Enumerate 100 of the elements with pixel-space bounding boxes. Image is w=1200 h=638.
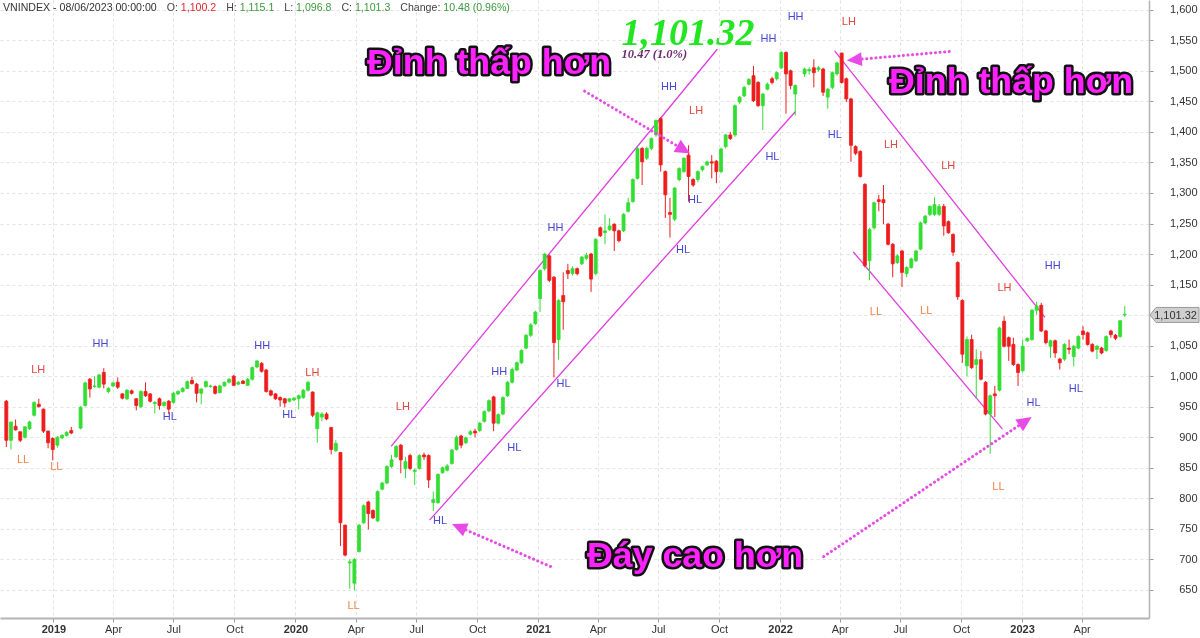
x-tick-label: 2019: [41, 622, 67, 635]
x-tick-label: 2023: [1010, 622, 1035, 635]
x-tick-label: Oct: [952, 622, 971, 635]
annotation: HL: [688, 193, 703, 206]
annotation: LH: [395, 400, 410, 413]
x-tick-label: 2021: [526, 622, 551, 635]
y-tick-label: 1,550: [1169, 33, 1198, 46]
annotation: HL: [1068, 382, 1083, 395]
candlestick: [932, 196, 937, 217]
annotation: HL: [827, 127, 842, 140]
candlestick: [974, 348, 979, 400]
annotation: HH: [1044, 259, 1061, 272]
annotation: HL: [765, 150, 780, 163]
candlestick: [1067, 339, 1071, 355]
annotation: LH: [305, 366, 320, 379]
x-tick-label: Apr: [105, 622, 123, 635]
candlestick: [760, 92, 765, 131]
annotation: H: 1,115.1: [226, 1, 275, 13]
x-tick-label: Jul: [409, 622, 424, 635]
y-tick-label: 750: [1179, 522, 1198, 535]
y-tick-label: 900: [1179, 430, 1198, 443]
annotation: HL: [556, 377, 571, 390]
candlestick: [793, 83, 798, 116]
x-tick-label: Apr: [1073, 622, 1092, 635]
candlestick: [979, 350, 983, 381]
candlestick: [640, 146, 645, 186]
annotation: HH: [92, 336, 109, 349]
candlestick: [811, 58, 816, 88]
y-tick-label: 700: [1179, 552, 1198, 565]
y-tick-label: 1,250: [1169, 217, 1198, 230]
annotation: LH: [883, 137, 899, 150]
candlestick: [352, 557, 357, 592]
candlestick: [87, 377, 92, 399]
candlestick: [821, 67, 826, 97]
annotation: Đỉnh thấp hơn: [367, 42, 611, 82]
annotation: LL: [16, 452, 30, 465]
candlestick: [403, 456, 408, 479]
y-tick-label: 1,050: [1169, 339, 1198, 352]
annotation: L: 1,096.8: [284, 1, 332, 13]
annotation: HL: [282, 407, 297, 420]
x-tick-label: 2020: [283, 622, 309, 635]
annotation: LL: [347, 599, 360, 612]
annotation: HH: [760, 31, 777, 44]
x-tick-label: Jul: [893, 622, 908, 635]
annotation: HL: [507, 440, 522, 453]
annotation: HL: [162, 409, 177, 422]
annotation: HH: [547, 220, 564, 233]
annotation: LH: [941, 159, 956, 172]
candlestick: [612, 223, 617, 252]
candlestick: [83, 381, 88, 408]
x-tick-label: Jul: [651, 622, 666, 635]
candlestick: [101, 367, 106, 389]
annotation: LH: [841, 14, 856, 27]
candlestick: [412, 467, 417, 486]
annotation: HH: [491, 365, 508, 378]
x-tick-label: Oct: [468, 622, 487, 635]
y-tick-label: 1,400: [1169, 125, 1198, 138]
annotation: LL: [920, 303, 933, 316]
candlestick: [686, 144, 691, 203]
x-tick-label: Oct: [226, 622, 244, 635]
y-tick-label: 950: [1179, 400, 1198, 413]
candlestick: [825, 87, 830, 110]
annotation: Đáy cao hơn: [587, 535, 803, 575]
candlestick: [951, 232, 955, 257]
y-tick-label: 650: [1179, 583, 1198, 596]
x-tick-label: Apr: [347, 622, 366, 635]
y-tick-label: 1,500: [1169, 64, 1198, 77]
text: 1,101.32: [1154, 308, 1197, 321]
x-tick-label: Oct: [710, 622, 729, 635]
y-tick-label: 1,350: [1169, 155, 1198, 168]
candlestick: [719, 147, 723, 174]
annotation: LH: [689, 103, 704, 116]
annotation: O: 1,100.2: [166, 1, 217, 13]
y-tick-label: 1,600: [1169, 3, 1198, 16]
annotation: HL: [676, 242, 691, 255]
annotation: C: 1,101.3: [341, 1, 391, 13]
candlestick: [630, 177, 635, 204]
annotation: Đỉnh thấp hơn: [889, 61, 1133, 101]
candlestick: [663, 169, 668, 219]
candlestick: [988, 393, 993, 455]
annotation: LL: [992, 480, 1005, 493]
candlestick: [561, 271, 566, 331]
annotation: HH: [661, 80, 677, 93]
annotation: HH: [787, 9, 804, 22]
chart-title: VNINDEX - 08/06/2023 00:00:00: [3, 1, 157, 13]
annotation: Change: 10.48 (0.96%): [400, 1, 510, 13]
annotation: HL: [432, 513, 447, 526]
y-tick-label: 1,450: [1169, 94, 1198, 107]
y-tick-label: 1,000: [1169, 369, 1198, 382]
x-tick-label: Jul: [166, 622, 181, 635]
candlestick: [900, 249, 904, 288]
annotation: LH: [997, 281, 1012, 294]
candlestick: [9, 421, 13, 450]
y-tick-label: 1,300: [1169, 186, 1198, 199]
x-tick-label: Apr: [589, 622, 608, 635]
candlestick: [310, 390, 315, 418]
annotation: LH: [31, 363, 46, 376]
candlestick: [315, 411, 320, 444]
annotation: HH: [254, 338, 271, 351]
x-tick-label: Apr: [831, 622, 850, 635]
